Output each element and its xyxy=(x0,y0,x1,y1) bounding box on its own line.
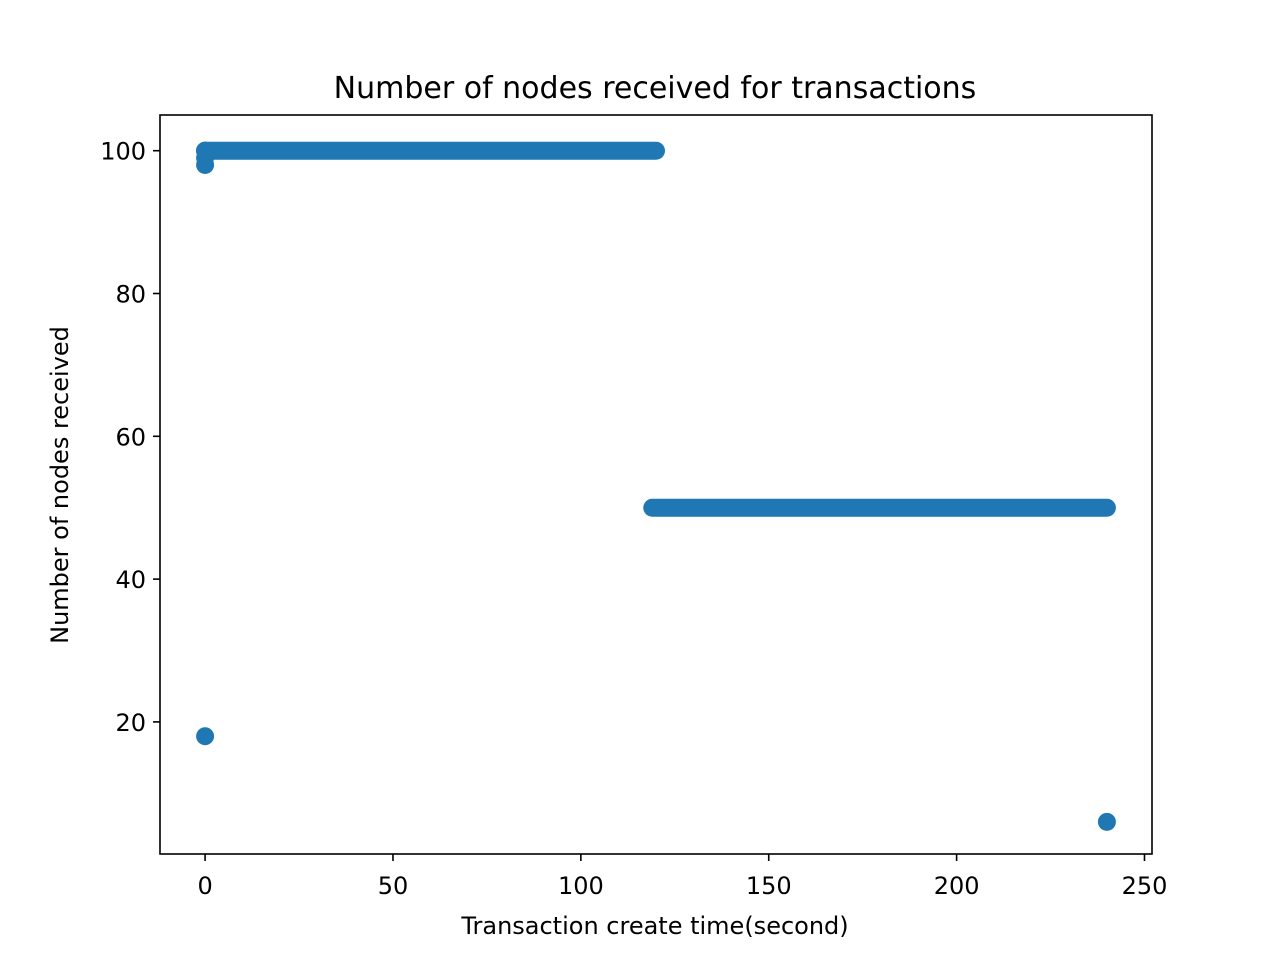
x-axis: 0 50 100 150 200 250 xyxy=(197,854,1167,900)
y-tick-label: 20 xyxy=(115,709,146,737)
x-tick-label: 50 xyxy=(378,872,409,900)
x-tick-label: 0 xyxy=(197,872,212,900)
chart-title: Number of nodes received for transaction… xyxy=(334,71,977,106)
y-tick-label: 100 xyxy=(100,138,146,166)
plot-frame xyxy=(159,114,1153,855)
y-tick-label: 40 xyxy=(115,566,146,594)
y-axis: 20 40 60 80 100 xyxy=(100,138,160,737)
x-tick-label: 200 xyxy=(934,872,980,900)
y-tick-label: 60 xyxy=(115,423,146,451)
scatter-point xyxy=(196,727,215,746)
y-tick-label: 80 xyxy=(115,281,146,309)
x-tick-label: 100 xyxy=(558,872,604,900)
x-axis-label: Transaction create time(second) xyxy=(460,912,848,940)
scatter-point xyxy=(1097,812,1116,831)
x-tick-label: 150 xyxy=(746,872,792,900)
y-axis-label: Number of nodes received xyxy=(46,326,74,644)
x-tick-label: 250 xyxy=(1122,872,1168,900)
data-marks xyxy=(196,141,1116,831)
